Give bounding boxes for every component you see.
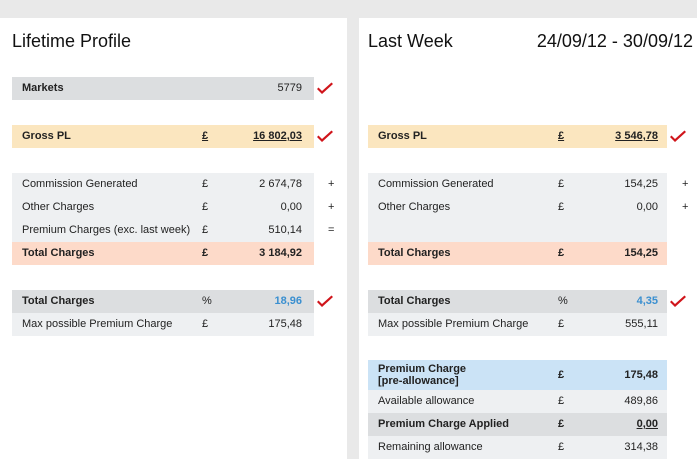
total-charges-percent-value: 18,96	[274, 295, 302, 307]
max-premium-row: Max possible Premium Charge £ 555,11	[368, 313, 667, 336]
plus-operator: +	[328, 201, 335, 213]
remaining-allowance-row: Remaining allowance £ 314,38	[368, 436, 667, 459]
plus-operator: +	[328, 178, 335, 190]
premium-charge-label: Premium Charge [pre-allowance]	[378, 363, 466, 387]
total-charges-label: Total Charges	[378, 247, 451, 259]
checkmark-icon	[317, 82, 333, 94]
total-charges-row: Total Charges £ 154,25	[368, 242, 667, 265]
checkmark-icon	[317, 130, 333, 142]
premium-applied-label: Premium Charge Applied	[378, 418, 510, 430]
currency-symbol: £	[202, 247, 209, 259]
premium-charge-label-line2: [pre-allowance]	[378, 375, 459, 387]
commission-row: Commission Generated £ 2 674,78	[12, 173, 314, 196]
premium-charge-row: Premium Charge [pre-allowance] £ 175,48	[368, 360, 667, 390]
blank-row	[368, 219, 667, 242]
currency-symbol: £	[202, 318, 209, 330]
currency-symbol: £	[558, 178, 565, 190]
other-charges-row: Other Charges £ 0,00	[368, 196, 667, 219]
currency-symbol: £	[202, 178, 209, 190]
currency-symbol: £	[558, 318, 565, 330]
panel-title: Lifetime Profile	[12, 31, 132, 51]
currency-symbol: £	[558, 130, 565, 142]
available-allowance-label: Available allowance	[378, 395, 475, 407]
total-charges-percent-label: Total Charges	[378, 295, 451, 307]
checkmark-icon	[670, 295, 686, 307]
gross-pl-value: 16 802,03	[253, 130, 302, 142]
currency-symbol: £	[558, 247, 565, 259]
currency-symbol: £	[202, 130, 209, 142]
premium-charges-row: Premium Charges (exc. last week) £ 510,1…	[12, 219, 314, 242]
other-charges-value: 0,00	[280, 201, 302, 213]
premium-applied-row: Premium Charge Applied £ 0,00	[368, 413, 667, 436]
total-charges-value: 3 184,92	[259, 247, 302, 259]
plus-operator: +	[682, 178, 689, 190]
other-charges-row: Other Charges £ 0,00	[12, 196, 314, 219]
lifetime-profile-panel: Lifetime Profile Markets 5779 Gross PL £…	[0, 18, 347, 459]
remaining-allowance-value: 314,38	[624, 441, 658, 453]
commission-value: 154,25	[624, 178, 658, 190]
checkmark-icon	[317, 295, 333, 307]
gross-pl-row: Gross PL £ 16 802,03	[12, 125, 314, 148]
markets-row: Markets 5779	[12, 77, 314, 100]
max-premium-row: Max possible Premium Charge £ 175,48	[12, 313, 314, 336]
max-premium-label: Max possible Premium Charge	[22, 318, 173, 330]
other-charges-value: 0,00	[636, 201, 658, 213]
premium-charge-label-line1: Premium Charge	[378, 363, 467, 375]
max-premium-value: 175,48	[268, 318, 302, 330]
premium-charges-value: 510,14	[268, 224, 302, 236]
total-charges-value: 154,25	[624, 247, 658, 259]
plus-operator: +	[682, 201, 689, 213]
gross-pl-value: 3 546,78	[615, 130, 658, 142]
total-charges-label: Total Charges	[22, 247, 95, 259]
total-charges-percent-value: 4,35	[636, 295, 658, 307]
total-charges-row: Total Charges £ 3 184,92	[12, 242, 314, 265]
currency-symbol: £	[558, 441, 565, 453]
premium-charges-label: Premium Charges (exc. last week)	[22, 224, 191, 236]
gross-pl-label: Gross PL	[378, 130, 427, 142]
other-charges-label: Other Charges	[22, 201, 95, 213]
total-charges-percent-label: Total Charges	[22, 295, 95, 307]
date-range: 24/09/12 - 30/09/12	[536, 31, 693, 51]
other-charges-label: Other Charges	[378, 201, 451, 213]
percent-symbol: %	[202, 295, 212, 307]
markets-label: Markets	[22, 82, 64, 94]
commission-label: Commission Generated	[22, 178, 138, 190]
max-premium-value: 555,11	[625, 318, 658, 330]
equals-operator: =	[328, 224, 335, 236]
gross-pl-row: Gross PL £ 3 546,78	[368, 125, 667, 148]
premium-charge-value: 175,48	[624, 369, 658, 381]
remaining-allowance-label: Remaining allowance	[378, 441, 483, 453]
commission-value: 2 674,78	[259, 178, 302, 190]
available-allowance-value: 489,86	[624, 395, 658, 407]
gross-pl-label: Gross PL	[22, 130, 71, 142]
currency-symbol: £	[558, 201, 565, 213]
currency-symbol: £	[202, 224, 209, 236]
currency-symbol: £	[202, 201, 209, 213]
currency-symbol: £	[558, 369, 565, 381]
checkmark-icon	[670, 130, 686, 142]
premium-applied-value: 0,00	[636, 418, 658, 430]
markets-value: 5779	[277, 82, 302, 94]
currency-symbol: £	[558, 395, 565, 407]
panel-title: Last Week	[368, 31, 453, 51]
available-allowance-row: Available allowance £ 489,86	[368, 390, 667, 413]
percent-symbol: %	[558, 295, 568, 307]
max-premium-label: Max possible Premium Charge	[378, 318, 529, 330]
currency-symbol: £	[558, 418, 565, 430]
last-week-panel: Last Week 24/09/12 - 30/09/12 Gross PL £…	[359, 18, 697, 459]
commission-label: Commission Generated	[378, 178, 494, 190]
commission-row: Commission Generated £ 154,25	[368, 173, 667, 196]
total-charges-percent-row: Total Charges % 18,96	[12, 290, 314, 313]
total-charges-percent-row: Total Charges % 4,35	[368, 290, 667, 313]
